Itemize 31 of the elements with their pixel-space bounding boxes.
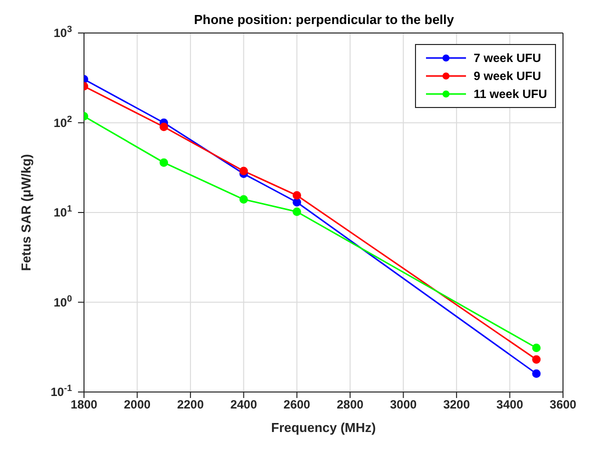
x-tick-label: 3000 bbox=[390, 398, 418, 412]
y-tick-label: 10$^{1}$ bbox=[54, 204, 72, 220]
x-tick-label: 3400 bbox=[496, 398, 524, 412]
x-tick-label: 3600 bbox=[550, 398, 577, 412]
y-tick-label: 10$^{-1}$ bbox=[50, 383, 72, 399]
point bbox=[239, 195, 248, 204]
y-tick-label: 10$^{2}$ bbox=[54, 114, 72, 130]
x-tick-label: 1800 bbox=[70, 398, 98, 412]
point bbox=[532, 355, 541, 364]
point bbox=[160, 158, 168, 167]
point bbox=[292, 198, 302, 207]
point bbox=[292, 191, 302, 200]
x-tick-label: 2000 bbox=[124, 398, 151, 412]
point bbox=[532, 344, 541, 352]
y-axis-title: Fetus SAR (μW/kg) bbox=[18, 154, 34, 272]
y-tick-label: 10$^{0}$ bbox=[54, 293, 72, 310]
point bbox=[239, 166, 248, 176]
legend-label: 11 week UFU bbox=[474, 87, 547, 101]
x-tick-label: 3200 bbox=[443, 398, 470, 412]
x-tick-label: 2600 bbox=[284, 398, 311, 412]
legend-label: 7 week UFU bbox=[474, 51, 541, 65]
x-tick-label: 2800 bbox=[336, 398, 364, 412]
legend-label: 9 week UFU bbox=[474, 69, 541, 83]
point bbox=[292, 207, 302, 216]
point bbox=[160, 122, 168, 132]
x-axis-title: Frequency (MHz) bbox=[271, 420, 376, 435]
chart-title: Phone position: perpendicular to the belly bbox=[194, 12, 455, 27]
point bbox=[532, 369, 541, 378]
y-tick-label: 10$^{3}$ bbox=[54, 24, 72, 40]
x-tick-label: 2200 bbox=[177, 398, 204, 412]
x-tick-label: 2400 bbox=[230, 398, 258, 412]
